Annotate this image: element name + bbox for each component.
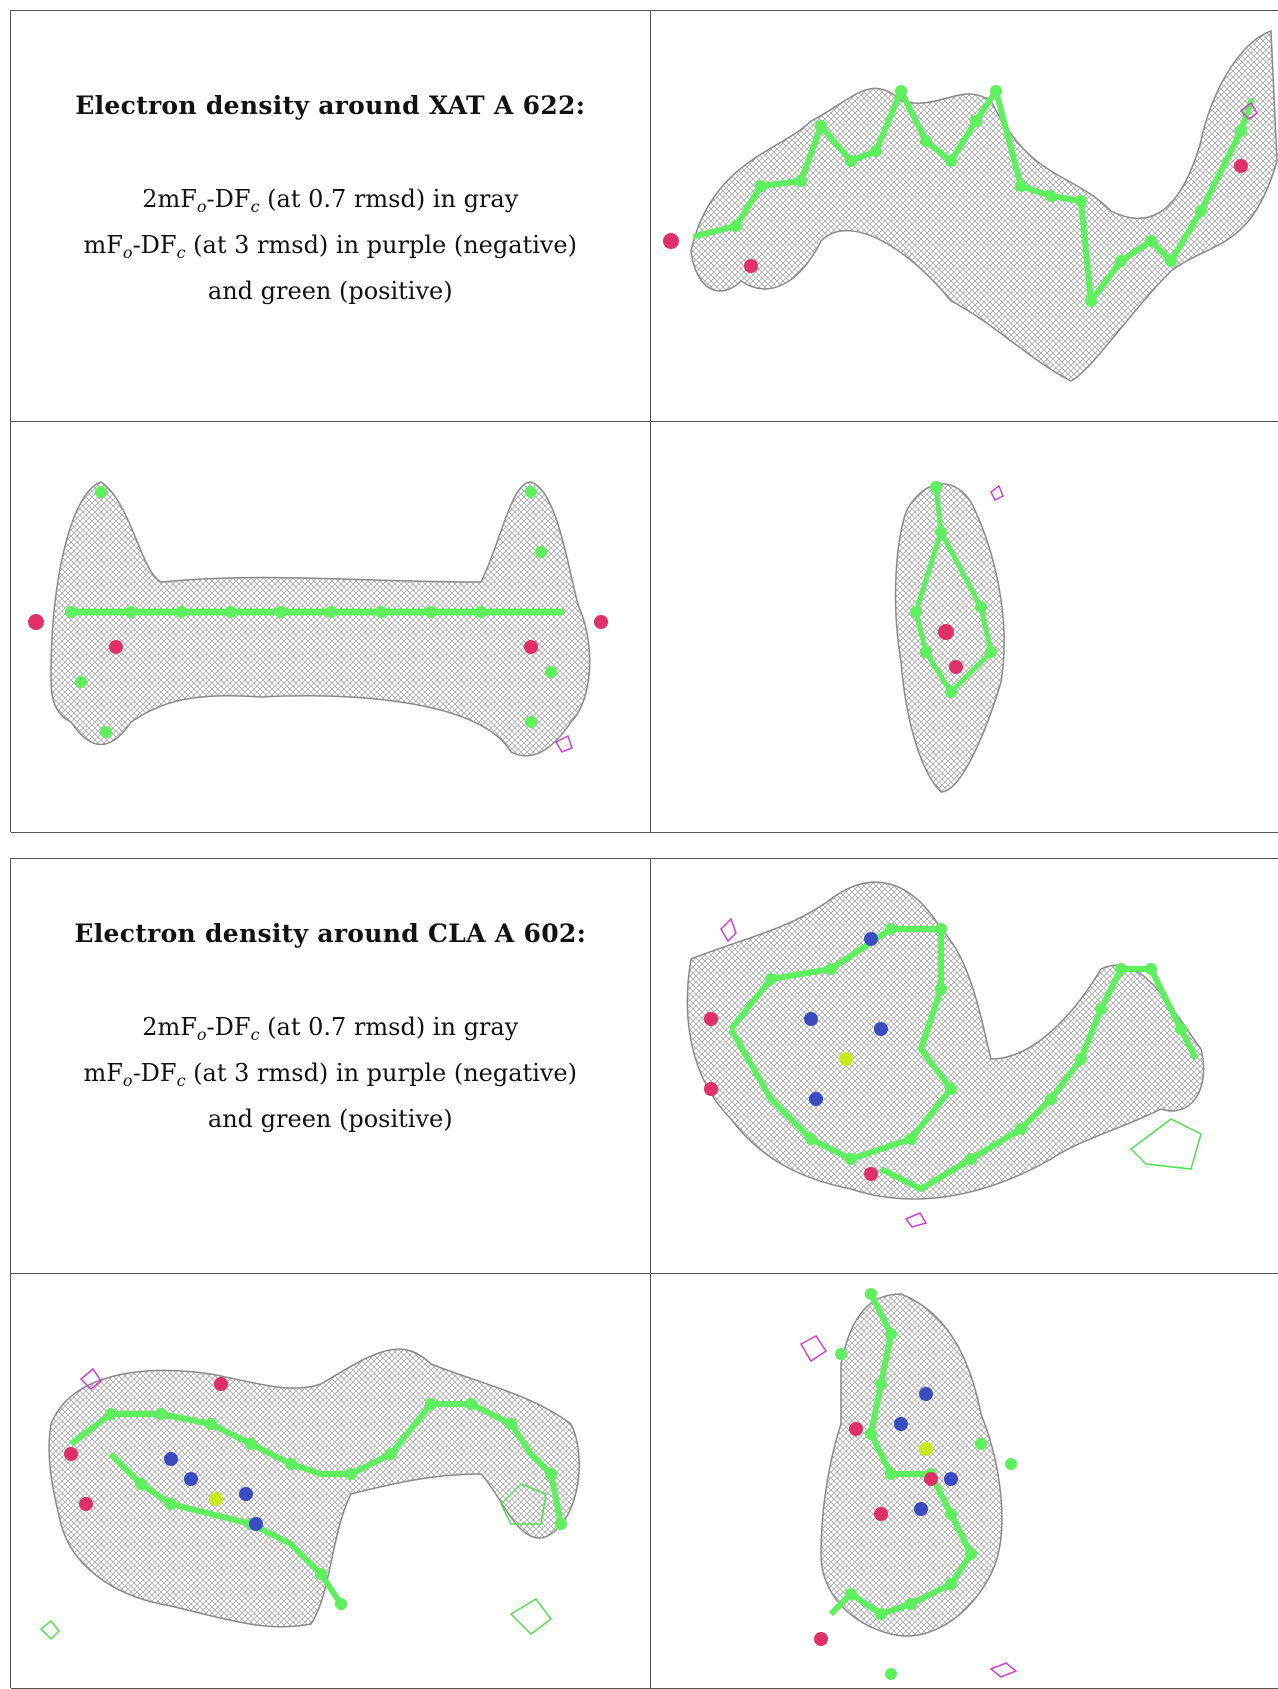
xat-caption: Electron density around XAT A 622: 2mFo-… [11, 91, 650, 310]
cla-top-oxygen-3 [864, 1167, 878, 1181]
cla-top-density-image [651, 859, 1278, 1273]
cla-l1-mid: -DF [207, 1013, 251, 1041]
cla-front-density-image [11, 1274, 650, 1688]
cla-front-oxygen-3 [79, 1497, 93, 1511]
cla-row-top: Electron density around CLA A 602: 2mFo-… [11, 859, 1278, 1274]
cla-end-oxygen-3 [874, 1507, 888, 1521]
xat-side-oxygen-1 [663, 233, 679, 249]
cla-top-nitrogen-4 [809, 1092, 823, 1106]
xat-caption-line1: 2mFo-DFc (at 0.7 rmsd) in gray [11, 180, 650, 226]
cla-front-oxygen-2 [64, 1447, 78, 1461]
cla-l1-sub1: o [197, 1025, 207, 1044]
cla-view-front [11, 1274, 651, 1688]
xat-side-oxygen-2 [744, 259, 758, 273]
cla-l2-mid: -DF [133, 1059, 177, 1087]
cla-figure-table: Electron density around CLA A 602: 2mFo-… [10, 858, 1278, 1688]
xat-caption-line2: mFo-DFc (at 3 rmsd) in purple (negative) [11, 226, 650, 272]
cla-view-top [651, 859, 1278, 1273]
xat-front-mesh [51, 482, 590, 756]
xat-front-oxygen-1 [28, 614, 44, 630]
cla-l2-sub2: c [177, 1071, 186, 1090]
cla-row-bottom [11, 1274, 1278, 1689]
xat-view-end [651, 422, 1278, 832]
xat-front-oxygen-3 [524, 640, 538, 654]
xat-side-density-image [651, 11, 1278, 421]
xat-figure-table: Electron density around XAT A 622: 2mFo-… [10, 10, 1278, 832]
cla-front-magnesium [209, 1492, 223, 1506]
cla-l1-rest: (at 0.7 rmsd) in gray [260, 1013, 519, 1041]
xat-caption-title: Electron density around XAT A 622: [11, 91, 650, 120]
cla-end-nitrogen-3 [944, 1472, 958, 1486]
cla-top-positive-mesh [1131, 1119, 1201, 1169]
cla-caption-line2: mFo-DFc (at 3 rmsd) in purple (negative) [11, 1054, 650, 1100]
xat-l2-sub1: o [123, 243, 133, 262]
cla-end-density-image [651, 1274, 1278, 1688]
xat-end-oxygen-2 [949, 660, 963, 674]
cla-front-positive-mesh-2 [511, 1599, 551, 1634]
xat-l2-sub2: c [177, 243, 186, 262]
xat-caption-cell: Electron density around XAT A 622: 2mFo-… [11, 11, 651, 421]
cla-top-nitrogen-1 [864, 932, 878, 946]
xat-front-oxygen-2 [109, 640, 123, 654]
cla-front-nitrogen-3 [239, 1487, 253, 1501]
cla-front-nitrogen-4 [249, 1517, 263, 1531]
cla-end-nitrogen-2 [894, 1417, 908, 1431]
cla-end-oxygen-1 [849, 1422, 863, 1436]
cla-end-negative-mesh-1 [801, 1336, 826, 1361]
xat-end-oxygen-1 [938, 624, 954, 640]
cla-front-nitrogen-1 [164, 1452, 178, 1466]
xat-front-density-image [11, 422, 650, 832]
cla-view-end [651, 1274, 1278, 1688]
xat-end-negative-mesh [991, 486, 1003, 500]
cla-end-mesh [821, 1294, 1002, 1636]
cla-caption-title: Electron density around CLA A 602: [11, 919, 650, 948]
cla-caption: Electron density around CLA A 602: 2mFo-… [11, 919, 650, 1138]
cla-caption-line1: 2mFo-DFc (at 0.7 rmsd) in gray [11, 1008, 650, 1054]
xat-l1-rest: (at 0.7 rmsd) in gray [260, 185, 519, 213]
cla-front-mesh [49, 1349, 579, 1627]
cla-end-oxygen-4 [814, 1632, 828, 1646]
cla-caption-line3: and green (positive) [11, 1100, 650, 1138]
cla-front-oxygen-1 [214, 1377, 228, 1391]
xat-l1-mid: -DF [207, 185, 251, 213]
xat-l2-rest: (at 3 rmsd) in purple (negative) [186, 231, 577, 259]
cla-l2-sub1: o [123, 1071, 133, 1090]
cla-top-nitrogen-3 [874, 1022, 888, 1036]
cla-end-negative-mesh-2 [991, 1663, 1016, 1677]
xat-row-bottom [11, 422, 1278, 833]
cla-top-oxygen-1 [704, 1012, 718, 1026]
xat-view-front [11, 422, 651, 832]
cla-front-nitrogen-2 [184, 1472, 198, 1486]
xat-front-oxygen-4 [594, 615, 608, 629]
xat-end-density-image [651, 422, 1278, 832]
cla-front-positive-mesh-3 [41, 1621, 59, 1639]
xat-l1-prefix: 2mF [142, 185, 197, 213]
cla-caption-cell: Electron density around CLA A 602: 2mFo-… [11, 859, 651, 1273]
xat-l2-prefix: mF [84, 231, 123, 259]
cla-end-nitrogen-1 [919, 1387, 933, 1401]
xat-l2-mid: -DF [133, 231, 177, 259]
cla-end-nitrogen-4 [914, 1502, 928, 1516]
cla-top-magnesium [839, 1052, 853, 1066]
cla-top-nitrogen-2 [804, 1012, 818, 1026]
cla-top-oxygen-2 [704, 1082, 718, 1096]
xat-view-side [651, 11, 1278, 421]
cla-end-magnesium [919, 1442, 933, 1456]
xat-l1-sub1: o [197, 197, 207, 216]
cla-l2-prefix: mF [84, 1059, 123, 1087]
xat-l1-sub2: c [251, 197, 260, 216]
cla-top-negative-mesh-2 [906, 1213, 926, 1227]
xat-side-mesh [691, 31, 1277, 381]
cla-end-oxygen-2 [924, 1472, 938, 1486]
xat-caption-line3: and green (positive) [11, 272, 650, 310]
xat-row-top: Electron density around XAT A 622: 2mFo-… [11, 11, 1278, 422]
xat-side-oxygen-3 [1234, 159, 1248, 173]
cla-l1-prefix: 2mF [142, 1013, 197, 1041]
cla-l2-rest: (at 3 rmsd) in purple (negative) [186, 1059, 577, 1087]
cla-l1-sub2: c [251, 1025, 260, 1044]
cla-top-negative-mesh-1 [721, 919, 736, 941]
